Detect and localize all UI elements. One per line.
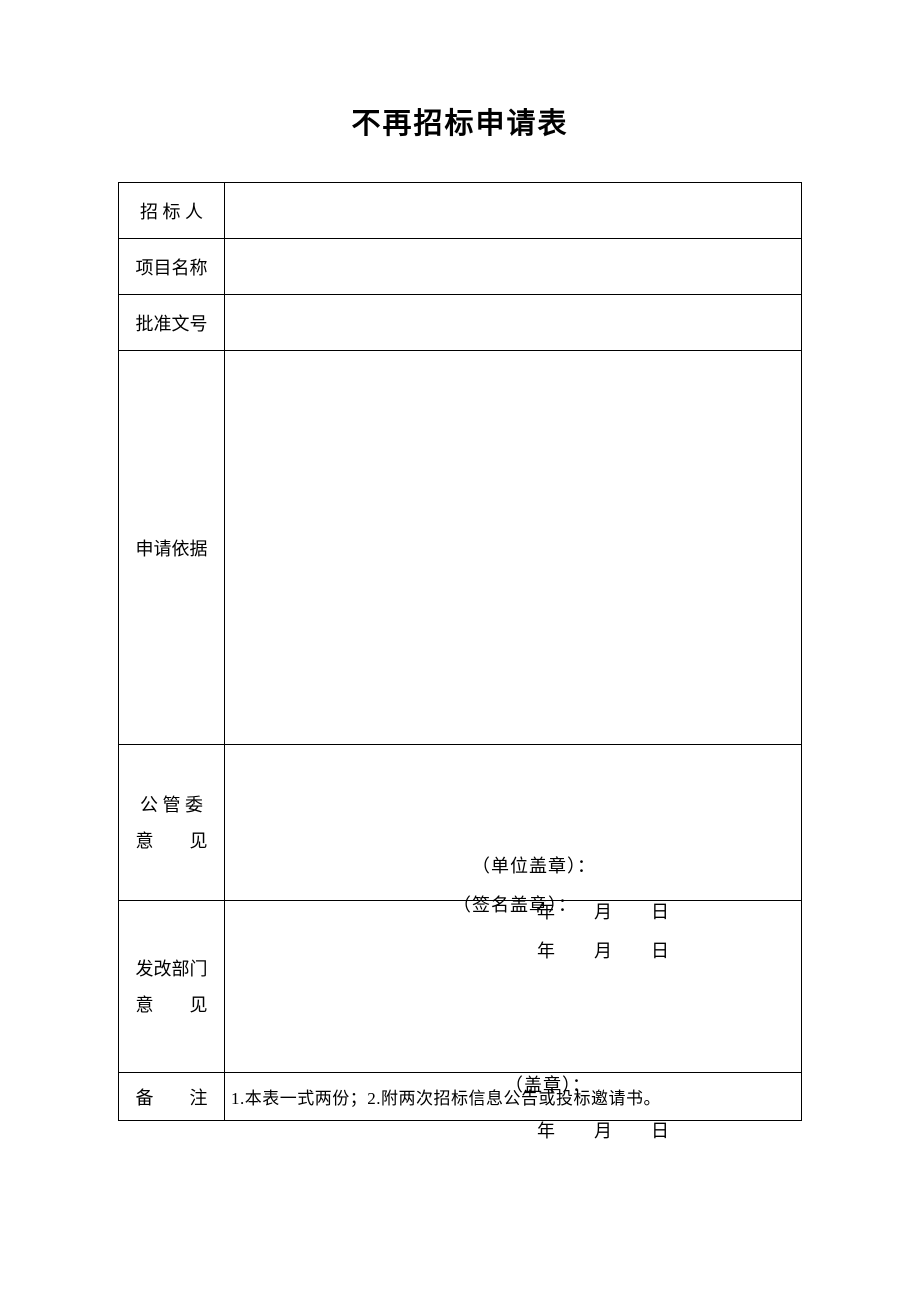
value-project-name — [225, 239, 802, 295]
label-dept: 发改部门 意 见 — [119, 901, 225, 1073]
value-approval-no — [225, 295, 802, 351]
value-bidder — [225, 183, 802, 239]
committee-date-label: 年 月 日 — [537, 937, 670, 963]
row-bidder: 招 标 人 — [119, 183, 802, 239]
value-basis: （单位盖章）： 年 月 日 — [225, 351, 802, 745]
label-committee-line2: 意 见 — [129, 823, 214, 859]
label-remark: 备 注 — [119, 1073, 225, 1121]
label-committee: 公 管 委 意 见 — [119, 745, 225, 901]
row-dept: 发改部门 意 见 （盖章）： 年 月 日 — [119, 901, 802, 1073]
form-table: 招 标 人 项目名称 批准文号 申请依据 （单位盖章）： 年 月 日 公 管 委… — [118, 182, 802, 1121]
row-basis: 申请依据 （单位盖章）： 年 月 日 — [119, 351, 802, 745]
label-committee-line1: 公 管 委 — [129, 787, 214, 823]
label-dept-line2: 意 见 — [129, 987, 214, 1023]
dept-date-label: 年 月 日 — [537, 1117, 670, 1143]
label-dept-line1: 发改部门 — [129, 951, 214, 987]
row-committee: 公 管 委 意 见 （签名盖章）： 年 月 日 — [119, 745, 802, 901]
label-approval-no: 批准文号 — [119, 295, 225, 351]
committee-stamp-label: （签名盖章）： — [453, 891, 577, 917]
page-title: 不再招标申请表 — [118, 100, 802, 142]
basis-stamp-label: （单位盖章）： — [472, 852, 596, 878]
dept-stamp-label: （盖章）： — [505, 1071, 591, 1097]
row-remark: 备 注 1.本表一式两份；2.附两次招标信息公告或投标邀请书。 — [119, 1073, 802, 1121]
label-project-name: 项目名称 — [119, 239, 225, 295]
label-basis: 申请依据 — [119, 351, 225, 745]
label-bidder: 招 标 人 — [119, 183, 225, 239]
row-project-name: 项目名称 — [119, 239, 802, 295]
row-approval-no: 批准文号 — [119, 295, 802, 351]
value-dept: （盖章）： 年 月 日 — [225, 901, 802, 1073]
